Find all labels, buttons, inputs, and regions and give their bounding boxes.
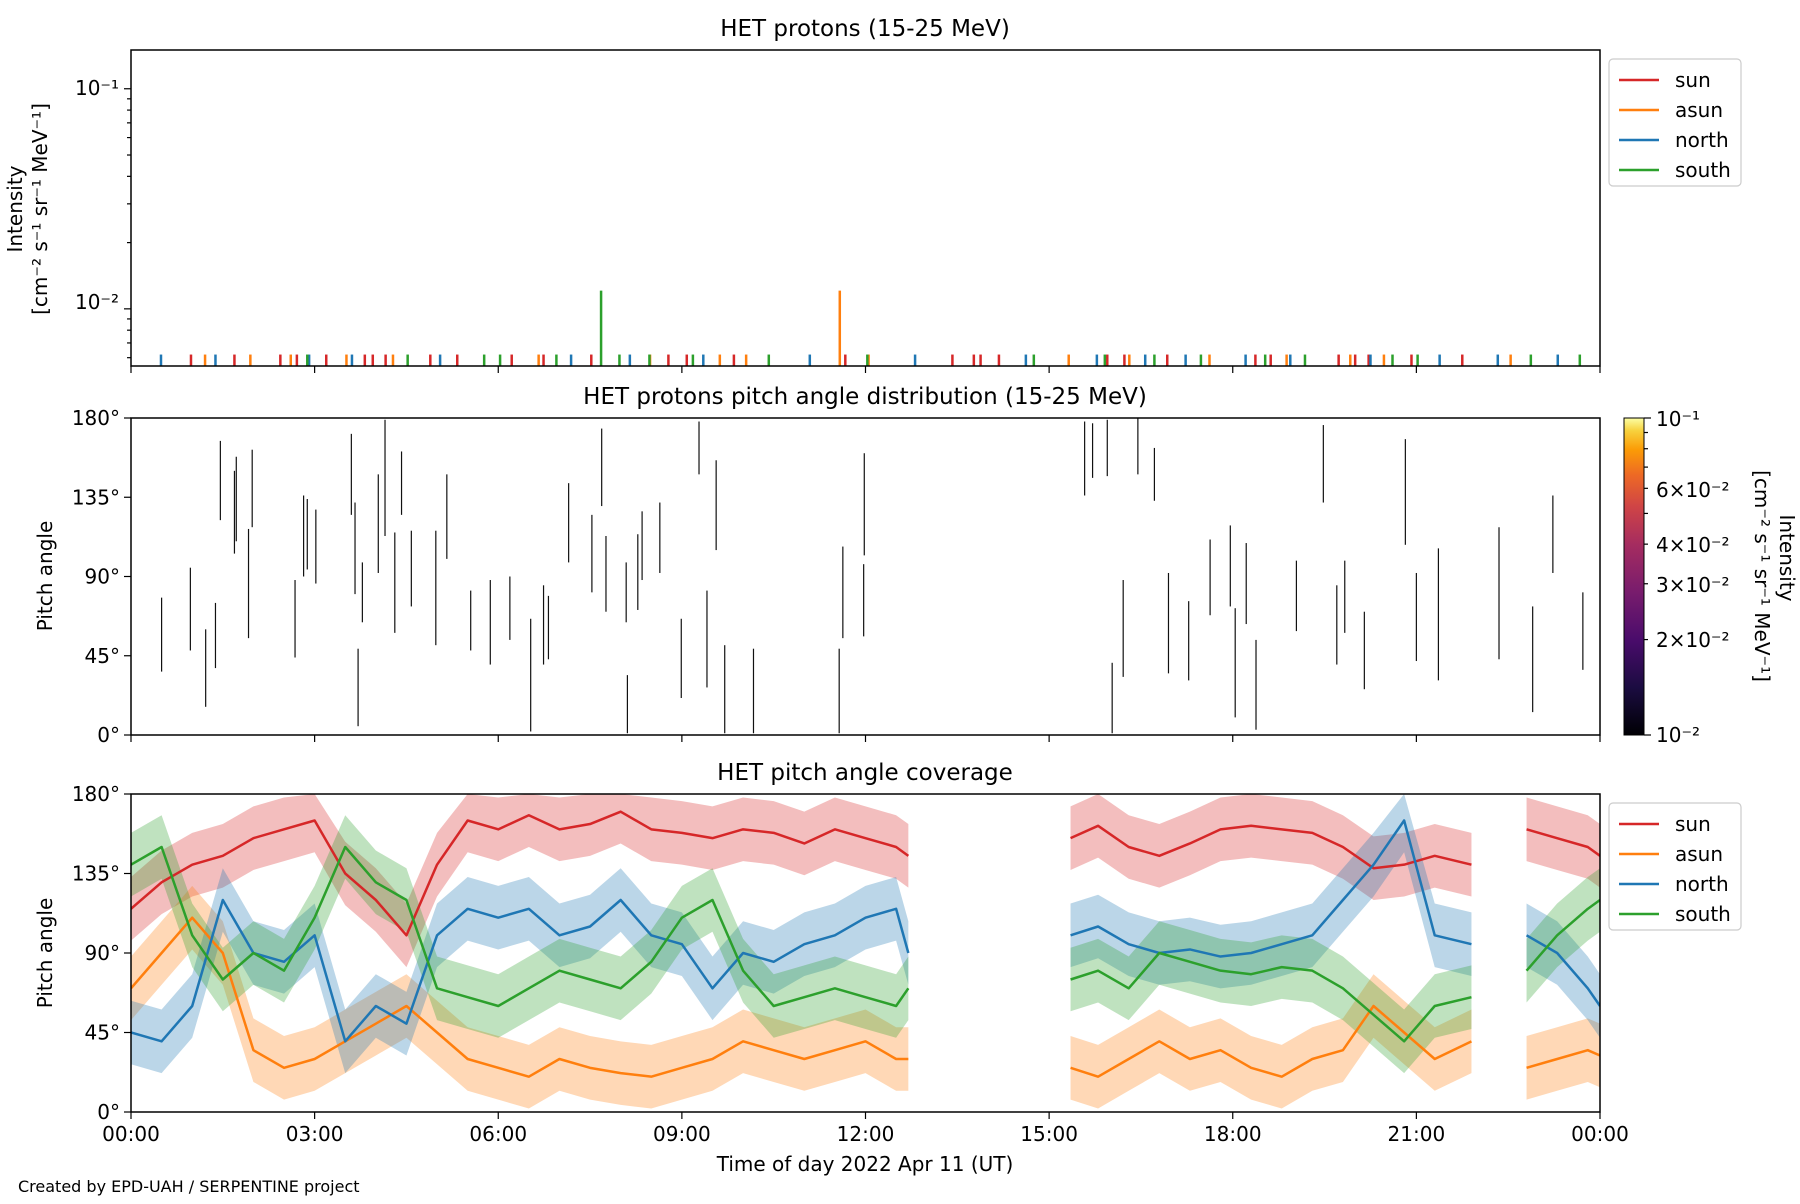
pad-colorbar: 10⁻¹ 6×10⁻² 4×10⁻² 3×10⁻² 2×10⁻² 10⁻² In… (1623, 407, 1799, 747)
intensity-x-ticks (130, 366, 1601, 373)
coverage-band-north (131, 868, 909, 1074)
coverage-line-asun (1526, 1048, 1600, 1070)
colorbar-ticks (1644, 417, 1651, 736)
coverage-legend-label-asun: asun (1675, 842, 1723, 866)
coverage-legend-frame (1608, 802, 1742, 931)
coverage-ytick-label: 45° (85, 1021, 120, 1045)
pad-panel: HET protons pitch angle distribution (15… (33, 384, 1799, 747)
coverage-ytick-label: 0° (97, 1100, 120, 1124)
coverage-line-north (131, 898, 910, 1043)
intensity-bars (159, 290, 1582, 366)
pad-ytick-label: 135° (72, 485, 120, 509)
coverage-xtick-label: 06:00 (469, 1122, 527, 1146)
coverage-band-north (1070, 794, 1472, 989)
colorbar-label-line1: Intensity (1775, 514, 1799, 601)
intensity-y-ticks (124, 88, 131, 359)
coverage-xtick-label: 03:00 (286, 1122, 344, 1146)
pad-ytick-label: 90° (85, 565, 120, 589)
coverage-line-sun (1526, 828, 1600, 857)
coverage-title: HET pitch angle coverage (717, 760, 1013, 786)
intensity-ytick-label-1: 10⁻¹ (75, 76, 119, 100)
coverage-xtick-label: 12:00 (837, 1122, 895, 1146)
intensity-legend-label-asun: asun (1675, 98, 1723, 122)
coverage-ytick-label: 135° (72, 862, 120, 886)
colorbar-gradient (1623, 417, 1645, 736)
coverage-line-north (1525, 934, 1600, 1007)
pad-heatmap-cells (161, 418, 1584, 734)
coverage-xtick-label: 09:00 (653, 1122, 711, 1146)
colorbar-tick-label-6: 10⁻² (1656, 723, 1700, 747)
intensity-legend-label-north: north (1675, 128, 1729, 152)
coverage-legend-label-south: south (1675, 902, 1731, 926)
intensity-legend: sun asun north south (1608, 58, 1742, 187)
colorbar-tick-label-4: 3×10⁻² (1656, 573, 1730, 597)
intensity-plot-frame (130, 49, 1601, 367)
coverage-line-south (1525, 898, 1600, 972)
coverage-ylabel: Pitch angle (33, 898, 57, 1009)
coverage-band-south (1070, 921, 1472, 1074)
pad-ylabel: Pitch angle (33, 521, 57, 632)
coverage-line-north (1070, 819, 1472, 958)
coverage-line-asun (1070, 1004, 1473, 1078)
coverage-panel: HET pitch angle coverage 180° 135° 90° 45° 0… (33, 760, 1742, 1146)
colorbar-tick-label-2: 6×10⁻² (1656, 478, 1730, 502)
pad-x-ticks (130, 735, 1601, 742)
coverage-y-ticks: 180° 135° 90° 45° 0° (72, 782, 131, 1124)
coverage-xtick-label: 21:00 (1388, 1122, 1446, 1146)
pad-title: HET protons pitch angle distribution (15… (583, 384, 1147, 410)
pad-ytick-label: 180° (72, 406, 120, 430)
coverage-xtick-label: 15:00 (1020, 1122, 1078, 1146)
coverage-line-sun (1070, 824, 1472, 870)
coverage-band-north (1526, 903, 1600, 1038)
colorbar-tick-label-5: 2×10⁻² (1656, 628, 1730, 652)
coverage-xtick-label: 18:00 (1204, 1122, 1262, 1146)
coverage-line-sun (131, 810, 910, 937)
coverage-legend-label-sun: sun (1675, 812, 1711, 836)
colorbar-label-line2: [cm⁻² s⁻¹ sr⁻¹ MeV⁻¹] (1750, 470, 1774, 682)
coverage-line-south (131, 845, 910, 1008)
coverage-xtick-label: 00:00 (102, 1122, 160, 1146)
coverage-band-sun (1526, 797, 1600, 888)
intensity-title: HET protons (15-25 MeV) (720, 16, 1010, 42)
intensity-legend-frame (1608, 58, 1742, 187)
coverage-legend: sun asun north south (1608, 802, 1742, 931)
coverage-line-south (1070, 951, 1472, 1043)
pad-ytick-label: 45° (85, 644, 120, 668)
intensity-ylabel-line2: [cm⁻² s⁻¹ sr⁻¹ MeV⁻¹] (28, 103, 52, 315)
x-axis-label: Time of day 2022 Apr 11 (UT) (716, 1152, 1014, 1176)
intensity-panel: HET protons (15-25 MeV) 10⁻¹ 10⁻² Intens… (3, 16, 1742, 373)
coverage-lines (131, 810, 1600, 1078)
coverage-ytick-label: 180° (72, 782, 120, 806)
coverage-ytick-label: 90° (85, 941, 120, 965)
pad-y-ticks: 180° 135° 90° 45° 0° (72, 406, 131, 747)
coverage-line-asun (131, 916, 909, 1078)
coverage-x-ticks: 00:00 03:00 06:00 09:00 12:00 15:00 18:00 21:00… (102, 1112, 1629, 1146)
coverage-band-asun (1526, 1018, 1600, 1100)
pad-ytick-label: 0° (97, 723, 120, 747)
coverage-xtick-label: 00:00 (1571, 1122, 1629, 1146)
coverage-band-sun (1070, 794, 1472, 900)
coverage-legend-label-north: north (1675, 872, 1729, 896)
colorbar-tick-label-3: 4×10⁻² (1656, 533, 1730, 557)
coverage-bands (131, 794, 1600, 1109)
colorbar-tick-label-1: 10⁻¹ (1656, 407, 1700, 431)
credit-text: Created by EPD-UAH / SERPENTINE project (18, 1177, 360, 1196)
intensity-ylabel-line1: Intensity (3, 165, 27, 252)
intensity-ytick-label-2: 10⁻² (75, 290, 119, 314)
intensity-legend-label-sun: sun (1675, 68, 1711, 92)
coverage-band-south (1526, 868, 1600, 1003)
coverage-band-south (131, 815, 909, 1038)
intensity-legend-label-south: south (1675, 158, 1731, 182)
